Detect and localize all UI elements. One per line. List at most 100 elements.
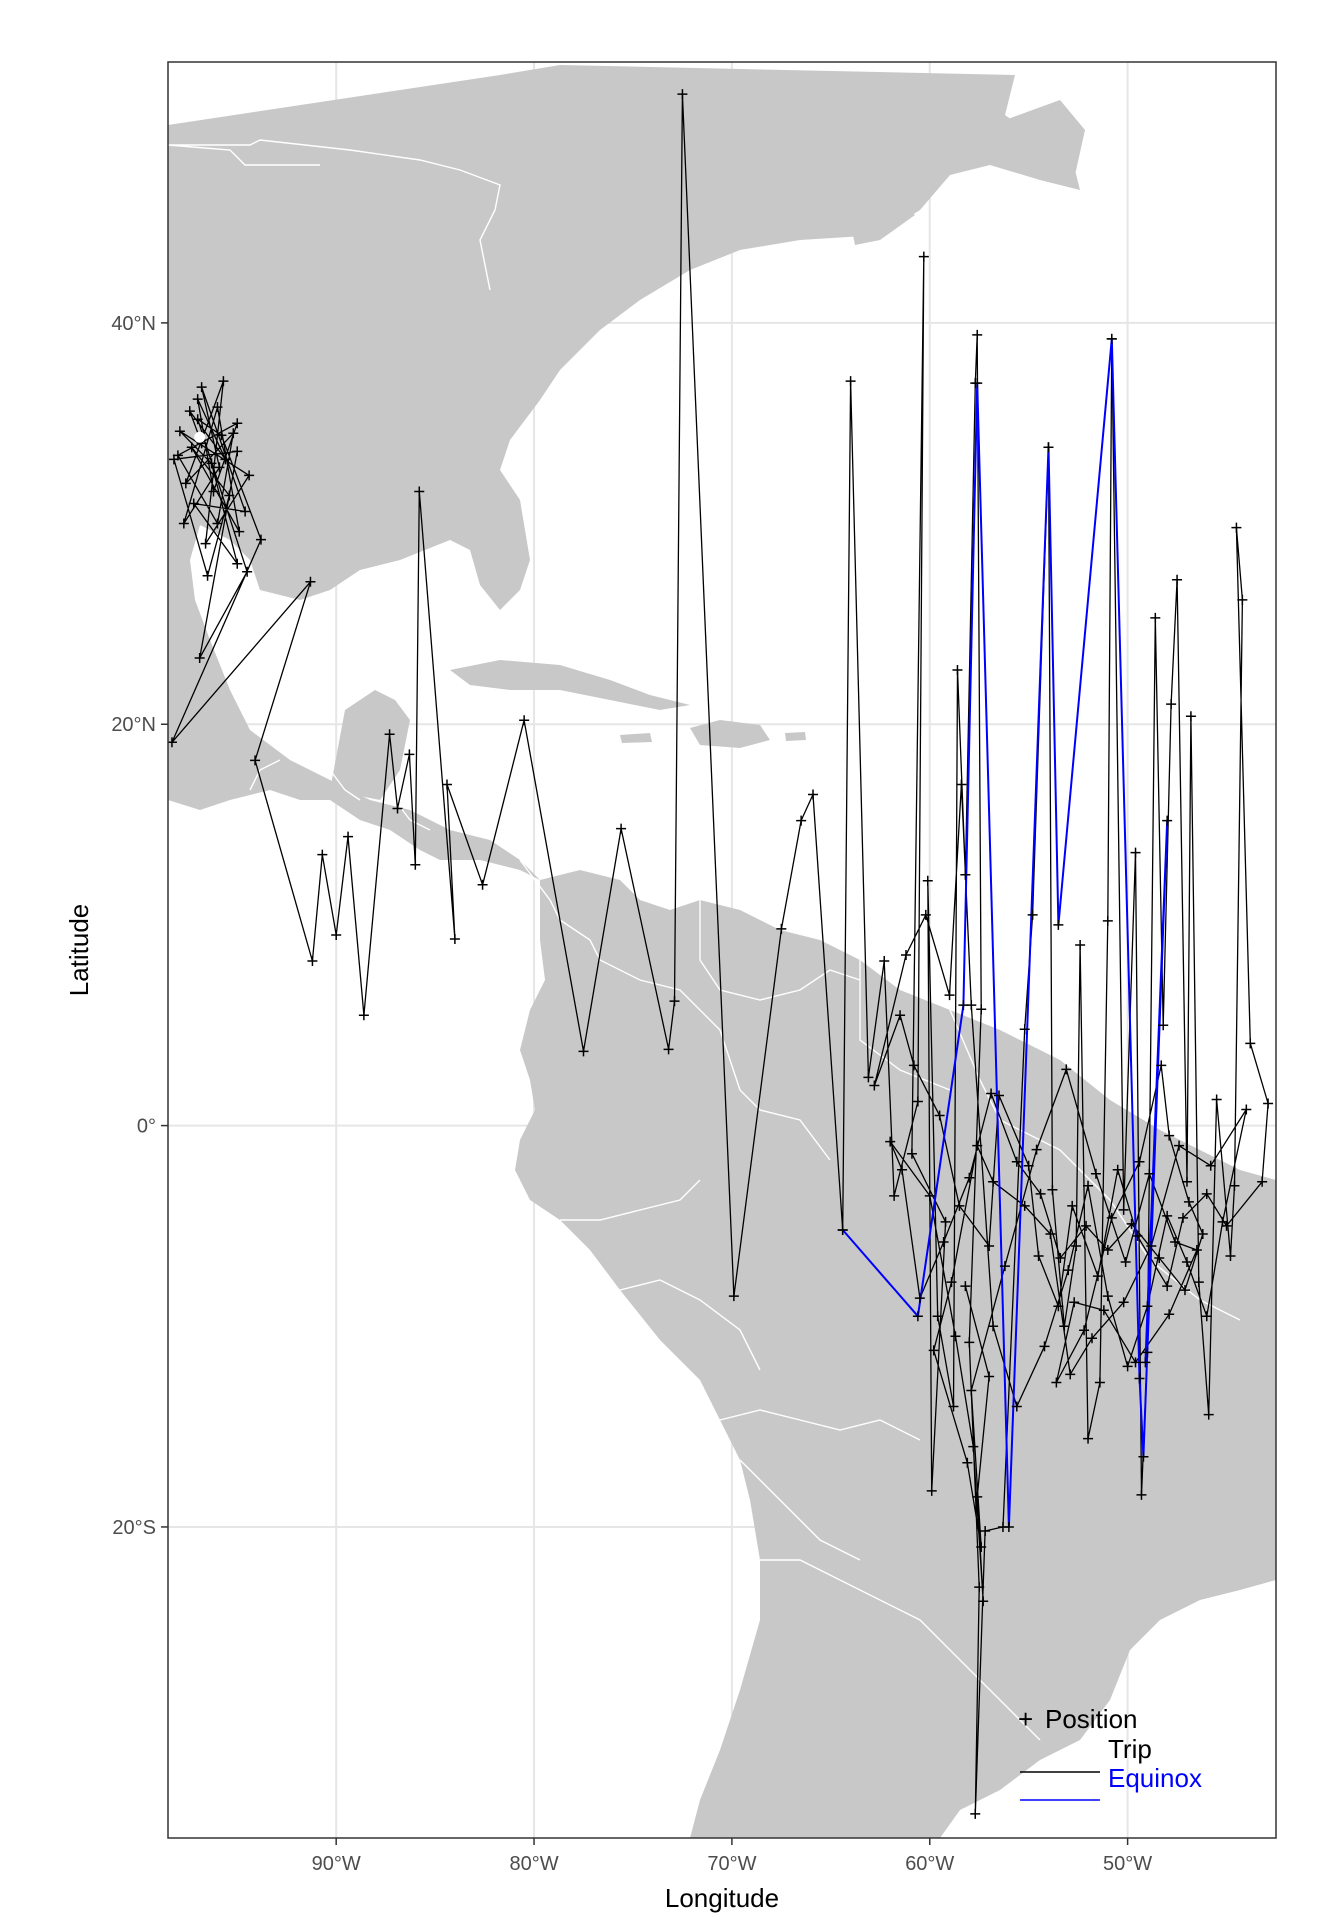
position-marker (1150, 612, 1161, 623)
position-marker (808, 789, 819, 800)
position-marker (932, 1311, 943, 1322)
jamaica (620, 733, 652, 743)
position-marker (1031, 1144, 1042, 1155)
position-marker (1118, 1204, 1129, 1215)
position-marker (1023, 1160, 1034, 1171)
legend-trip-label: Trip (1108, 1734, 1152, 1764)
position-marker (202, 570, 213, 581)
position-marker (1011, 1401, 1022, 1412)
position-marker (178, 518, 189, 529)
position-marker (1047, 1184, 1058, 1195)
position-marker (924, 1190, 935, 1201)
position-marker (984, 1371, 995, 1382)
position-marker (966, 1385, 977, 1396)
position-marker (1090, 1168, 1101, 1179)
position-marker (180, 478, 191, 489)
position-marker (934, 1110, 945, 1121)
position-marker (1183, 1196, 1194, 1207)
position-marker (1162, 815, 1173, 826)
position-marker (796, 815, 807, 826)
position-marker (1245, 1038, 1256, 1049)
position-marker (1120, 1257, 1131, 1268)
position-marker (776, 923, 787, 934)
position-marker (1241, 1104, 1252, 1115)
position-marker (972, 378, 983, 389)
position-marker (1174, 1140, 1185, 1151)
legend-position-symbol: + (1018, 1704, 1033, 1734)
position-marker (1011, 1156, 1022, 1167)
north-america-landmass (168, 65, 1080, 880)
position-marker (1178, 1212, 1189, 1223)
position-marker (168, 454, 179, 465)
nova-scotia (850, 205, 915, 245)
position-marker (1144, 1168, 1155, 1179)
position-marker (962, 1457, 973, 1468)
position-marker (1083, 1433, 1094, 1444)
position-marker (1130, 1357, 1141, 1368)
position-marker (952, 665, 963, 676)
position-marker (1211, 1094, 1222, 1105)
position-marker (384, 729, 395, 740)
position-marker (1118, 1297, 1129, 1308)
position-marker (232, 558, 243, 569)
newfoundland (1005, 100, 1085, 175)
position-marker (986, 1088, 997, 1099)
position-marker (946, 1277, 957, 1288)
south-america-landmass (515, 870, 1276, 1838)
position-marker (1142, 1301, 1153, 1312)
position-marker (519, 715, 530, 726)
y-axis-title: Latitude (64, 904, 94, 997)
position-marker (305, 576, 316, 587)
position-marker (1154, 1253, 1165, 1264)
position-marker (980, 1525, 991, 1536)
position-marker (926, 1485, 937, 1496)
y-tick-label: 40°N (111, 313, 156, 335)
panel-border (167, 61, 1277, 1839)
position-marker (906, 1148, 917, 1159)
position-marker (972, 1140, 983, 1151)
x-tick-label: 60°W (905, 1853, 954, 1875)
position-marker (1106, 1212, 1117, 1223)
position-marker (972, 1491, 983, 1502)
position-marker (889, 1190, 900, 1201)
position-marker (1136, 1489, 1147, 1500)
position-marker (174, 426, 185, 437)
position-marker (1170, 1236, 1181, 1247)
position-marker (677, 89, 688, 100)
position-marker (1098, 1305, 1109, 1316)
yucatan-peninsula (330, 690, 410, 800)
legend: + Position Trip Equinox (1018, 1704, 1202, 1801)
country-borders (168, 139, 1241, 1741)
position-marker (920, 909, 931, 920)
position-marker (1092, 1271, 1103, 1282)
position-marker (978, 1596, 989, 1607)
position-marker (964, 1337, 975, 1348)
position-marker (404, 749, 415, 760)
position-marker (918, 251, 929, 262)
x-tick-label: 70°W (707, 1853, 756, 1875)
position-marker (1172, 574, 1183, 585)
x-tick-label: 80°W (509, 1853, 558, 1875)
position-marker (358, 1010, 369, 1021)
position-marker (224, 490, 235, 501)
position-marker (1140, 1357, 1151, 1368)
position-marker (186, 442, 197, 453)
position-marker (1035, 1188, 1046, 1199)
position-marker (1263, 1098, 1274, 1109)
position-marker (343, 831, 354, 842)
position-marker (1201, 1188, 1212, 1199)
position-marker (879, 956, 890, 967)
position-marker (728, 1291, 739, 1302)
position-marker (940, 1216, 951, 1227)
position-marker (1217, 1216, 1228, 1227)
position-marker (999, 1261, 1010, 1272)
land-layer (168, 65, 1276, 1838)
position-marker (863, 1072, 874, 1083)
position-marker (1065, 1369, 1076, 1380)
position-marker (477, 879, 488, 890)
position-marker (1229, 1180, 1240, 1191)
y-tick-label: 20°S (112, 1517, 156, 1539)
position-marker (616, 823, 627, 834)
position-marker (1205, 1160, 1216, 1171)
